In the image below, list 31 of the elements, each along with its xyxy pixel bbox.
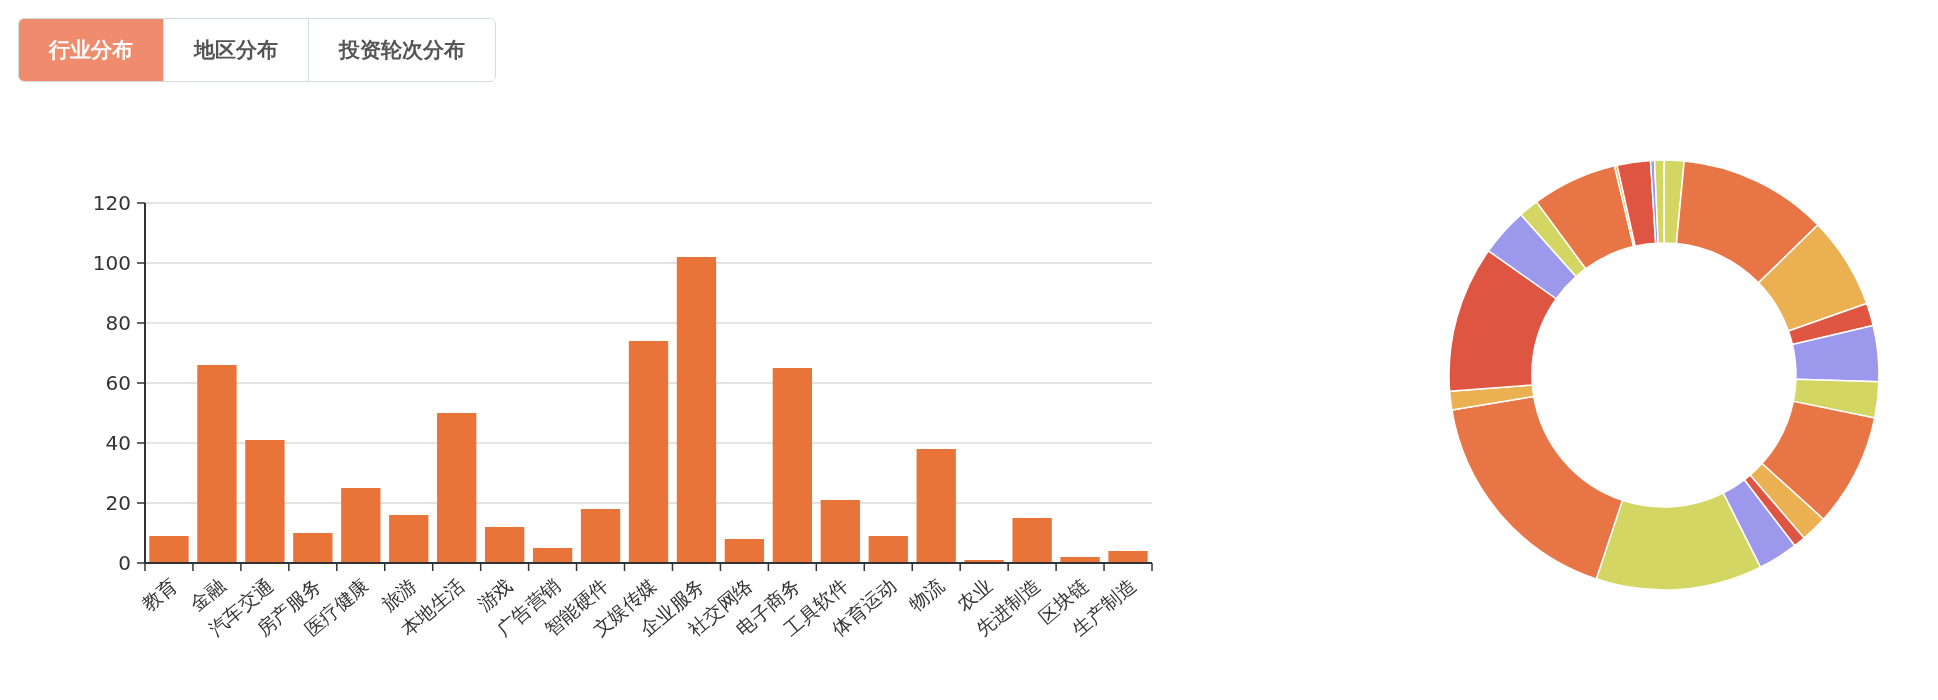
text: 行业分布: [19, 19, 163, 81]
bar: [293, 533, 333, 563]
bar: [916, 449, 956, 563]
bar: [676, 257, 717, 563]
bar: [868, 536, 908, 563]
bar: [724, 539, 765, 563]
x-tick-label: 物流: [904, 574, 949, 616]
bar: [484, 527, 525, 563]
bar: [341, 488, 381, 563]
bar: [1012, 518, 1052, 563]
y-tick-label: 80: [105, 311, 131, 335]
y-tick-label: 40: [105, 431, 131, 455]
y-tick-label: 0: [118, 551, 131, 575]
text: 地区分布: [163, 19, 308, 81]
y-tick-label: 120: [92, 191, 131, 215]
text: 投资轮次分布: [308, 19, 495, 81]
bar: [389, 515, 429, 563]
bar: [245, 440, 285, 563]
y-tick-label: 20: [105, 491, 131, 515]
bar: [1108, 551, 1148, 563]
bar: [149, 536, 189, 563]
bar: [197, 365, 237, 563]
bar: [580, 509, 621, 563]
y-tick-label: 100: [92, 251, 131, 275]
bar: [772, 368, 813, 563]
bar: [820, 500, 860, 563]
y-tick-label: 60: [105, 371, 131, 395]
x-tick-label: 教育: [137, 574, 181, 616]
bar: [437, 413, 477, 563]
bar: [532, 548, 573, 563]
bar: [628, 341, 669, 563]
